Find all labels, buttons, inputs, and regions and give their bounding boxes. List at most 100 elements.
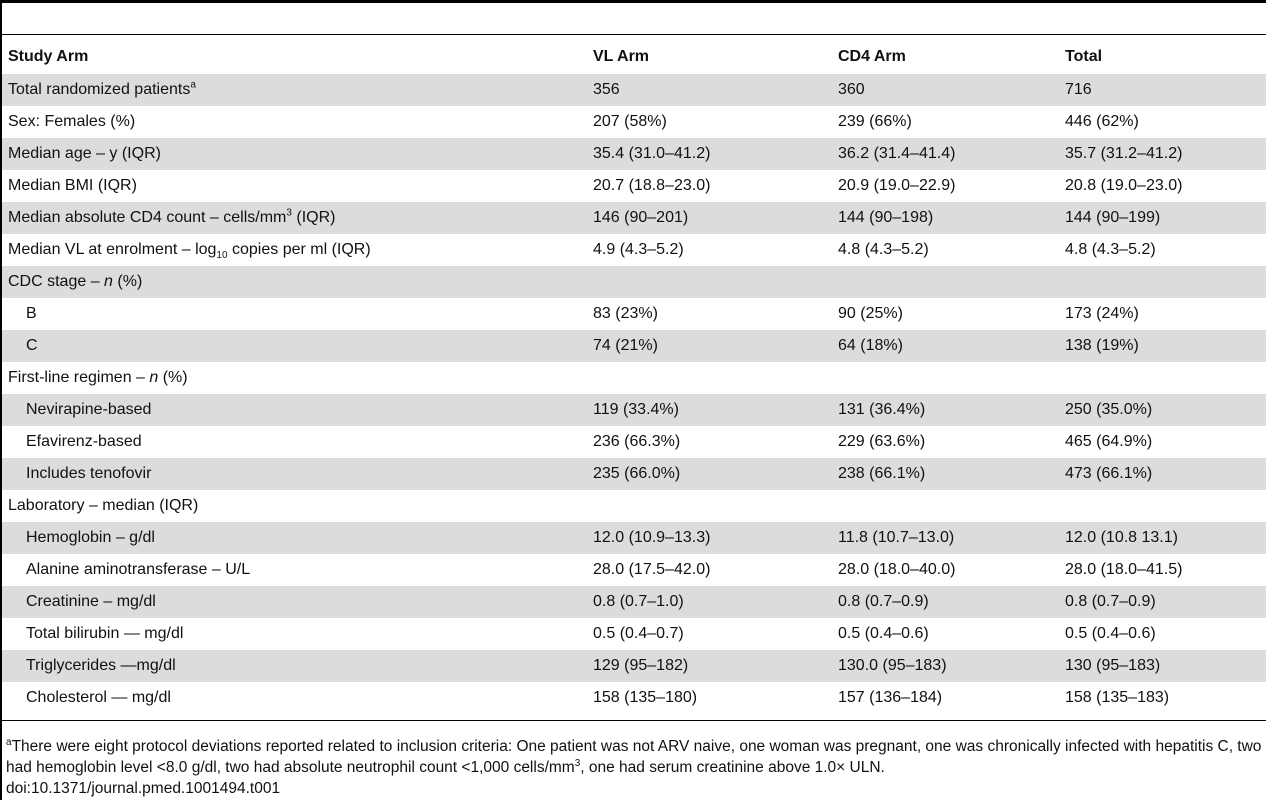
row-label-text: Cholesterol — mg/dl (26, 689, 171, 706)
row-label: Sex: Females (%) (2, 106, 587, 138)
row-label: Median age – y (IQR) (2, 138, 587, 170)
row-label: Total bilirubin — mg/dl (2, 618, 587, 650)
cell-vl-arm: 129 (95–182) (587, 650, 832, 682)
table-row: Cholesterol — mg/dl 158 (135–180) 157 (136… (2, 682, 1266, 714)
row-label-text: Median BMI (IQR) (8, 177, 137, 194)
cell-cd4-arm (832, 266, 1059, 298)
cell-total: 250 (35.0%) (1059, 394, 1266, 426)
cell-total: 173 (24%) (1065, 305, 1139, 322)
row-label-text: C (26, 337, 38, 354)
row-label-text: Includes tenofovir (26, 465, 152, 482)
cell-cd4-arm: 4.8 (4.3–5.2) (838, 241, 929, 258)
row-label-text: CDC stage – (8, 273, 105, 290)
cell-vl-arm: 4.9 (4.3–5.2) (593, 241, 684, 258)
row-label: Efavirenz-based (2, 426, 587, 458)
footnote-marker: a (6, 736, 12, 748)
table-row: Nevirapine-based 119 (33.4%) 131 (36.4%) 25… (2, 394, 1266, 426)
row-label-superscript: a (190, 79, 196, 91)
row-label: Alanine aminotransferase – U/L (2, 554, 587, 586)
row-label: Nevirapine-based (2, 394, 587, 426)
cell-vl-arm (587, 266, 832, 298)
row-label-text: Creatinine – mg/dl (26, 593, 156, 610)
row-label-text: Nevirapine-based (26, 401, 152, 418)
cell-vl-arm: 74 (21%) (587, 330, 832, 362)
table-row: CDC stage – n (%) (2, 266, 1266, 298)
row-label: Triglycerides —mg/dl (2, 650, 587, 682)
row-label: Cholesterol — mg/dl (2, 682, 587, 714)
header-cd4-arm: CD4 Arm (838, 48, 906, 65)
cell-cd4-arm: 239 (66%) (838, 113, 912, 130)
cell-vl-arm: 207 (58%) (593, 113, 667, 130)
cell-total: 716 (1059, 74, 1266, 106)
table-row: Triglycerides —mg/dl 129 (95–182) 130.0 (9… (2, 650, 1266, 682)
cell-total: 138 (19%) (1059, 330, 1266, 362)
footnote-text-part-1: There were eight protocol deviations rep… (6, 738, 1262, 776)
row-label: Median BMI (IQR) (2, 170, 587, 202)
row-label: First-line regimen – n (%) (2, 362, 587, 394)
cell-vl-arm: 35.4 (31.0–41.2) (587, 138, 832, 170)
cell-vl-arm: 356 (587, 74, 832, 106)
table-row: B 83 (23%) 90 (25%) 173 (24%) (2, 298, 1266, 330)
row-label-text: Sex: Females (%) (8, 113, 136, 130)
cell-vl-arm: 0.5 (0.4–0.7) (593, 625, 684, 642)
row-label-text: First-line regimen – (8, 369, 150, 386)
table-row: C 74 (21%) 64 (18%) 138 (19%) (2, 330, 1266, 362)
baseline-characteristics-table: Study Arm VL Arm CD4 Arm Total Total ran… (2, 40, 1266, 714)
cell-vl-arm: 83 (23%) (593, 305, 658, 322)
cell-vl-arm: 236 (66.3%) (593, 433, 681, 450)
cell-cd4-arm: 229 (63.6%) (838, 433, 926, 450)
row-label-subscript: 10 (216, 250, 228, 262)
cell-vl-arm: 146 (90–201) (587, 202, 832, 234)
cell-cd4-arm: 157 (136–184) (838, 689, 943, 706)
table-body: Total randomized patientsa 356 360 716 Sex: … (2, 74, 1266, 714)
table-row: Median absolute CD4 count – cells/mm3 (I… (2, 202, 1266, 234)
table-bottom-rule (0, 720, 1266, 721)
cell-total: 473 (66.1%) (1059, 458, 1266, 490)
footnote-superscript: 3 (574, 757, 581, 769)
row-label: Laboratory – median (IQR) (2, 490, 587, 522)
row-label-text: Alanine aminotransferase – U/L (26, 561, 251, 578)
cell-cd4-arm: 130.0 (95–183) (832, 650, 1059, 682)
cell-total: 130 (95–183) (1059, 650, 1266, 682)
row-label-text: Triglycerides —mg/dl (26, 657, 176, 674)
left-border (0, 0, 2, 800)
cell-total: 158 (135–183) (1065, 689, 1170, 706)
cell-cd4-arm: 28.0 (18.0–40.0) (838, 561, 956, 578)
row-label: B (2, 298, 587, 330)
row-label: C (2, 330, 587, 362)
cell-cd4-arm (832, 362, 1059, 394)
row-label-text: Median age – y (IQR) (8, 145, 161, 162)
cell-vl-arm (587, 490, 832, 522)
row-label-suffix: (%) (112, 273, 143, 290)
cell-total: 0.5 (0.4–0.6) (1065, 625, 1156, 642)
top-border (0, 0, 1266, 3)
row-label-text: Median VL at enrolment – log (8, 241, 217, 258)
table-row: Median age – y (IQR) 35.4 (31.0–41.2) 36.2… (2, 138, 1266, 170)
cell-vl-arm: 20.7 (18.8–23.0) (593, 177, 711, 194)
doi-line: doi:10.1371/journal.pmed.1001494.t001 (6, 780, 281, 797)
cell-cd4-arm (832, 490, 1059, 522)
cell-vl-arm: 28.0 (17.5–42.0) (593, 561, 711, 578)
row-label-text: Total bilirubin — mg/dl (26, 625, 184, 642)
row-label-text: Hemoglobin – g/dl (26, 529, 155, 546)
cell-cd4-arm: 0.5 (0.4–0.6) (838, 625, 929, 642)
table-row: Median VL at enrolment – log10 copies pe… (2, 234, 1266, 266)
row-label-text: B (26, 305, 37, 322)
cell-total: 465 (64.9%) (1065, 433, 1153, 450)
row-label-suffix: (IQR) (291, 209, 336, 226)
cell-vl-arm: 12.0 (10.9–13.3) (587, 522, 832, 554)
cell-vl-arm: 158 (135–180) (593, 689, 698, 706)
cell-total: 35.7 (31.2–41.2) (1059, 138, 1266, 170)
cell-cd4-arm: 131 (36.4%) (832, 394, 1059, 426)
row-label-text: Median absolute CD4 count – cells/mm (8, 209, 287, 226)
row-label: Total randomized patientsa (2, 74, 587, 106)
cell-total: 12.0 (10.8 13.1) (1059, 522, 1266, 554)
table-row: Total randomized patientsa 356 360 716 (2, 74, 1266, 106)
header-vl-arm: VL Arm (593, 48, 650, 65)
row-label: Hemoglobin – g/dl (2, 522, 587, 554)
row-label-italic: n (149, 369, 159, 386)
cell-total: 0.8 (0.7–0.9) (1059, 586, 1266, 618)
row-label: Median VL at enrolment – log10 copies pe… (2, 234, 587, 266)
cell-cd4-arm: 144 (90–198) (832, 202, 1059, 234)
row-label: Includes tenofovir (2, 458, 587, 490)
